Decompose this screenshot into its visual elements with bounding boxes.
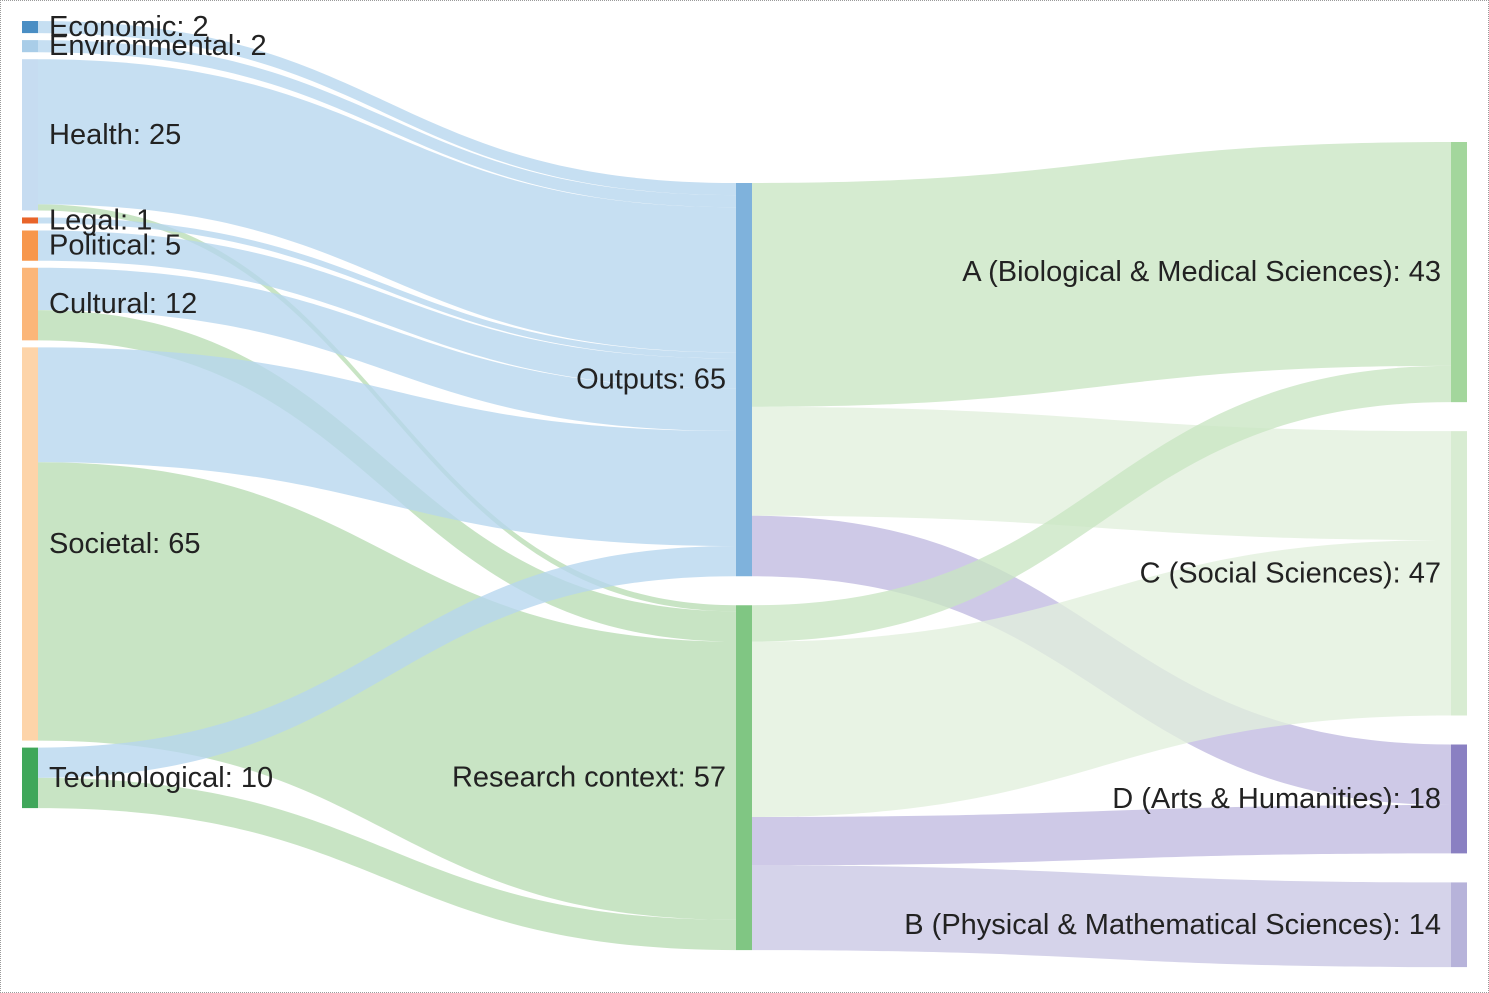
links-layer <box>38 21 1451 968</box>
link-research-to-C[interactable] <box>752 540 1451 817</box>
node-label-economic: Economic: 2 <box>49 11 209 43</box>
node-label-B: B (Physical & Mathematical Sciences): 14 <box>904 909 1441 941</box>
node-bar-cultural[interactable] <box>22 267 38 341</box>
node-label-A: A (Biological & Medical Sciences): 43 <box>962 256 1441 288</box>
node-bar-health[interactable] <box>22 59 38 211</box>
link-societal-to-research[interactable] <box>38 462 736 920</box>
node-label-political: Political: 5 <box>49 230 181 262</box>
link-outputs-to-A[interactable] <box>752 142 1451 407</box>
link-societal-to-outputs[interactable] <box>38 347 736 546</box>
node-label-environmental: Environmental: 2 <box>49 30 267 62</box>
node-bar-environmental[interactable] <box>22 40 38 53</box>
link-research-to-A[interactable] <box>752 365 1451 642</box>
node-label-health: Health: 25 <box>49 119 181 151</box>
node-label-cultural: Cultural: 12 <box>49 288 197 320</box>
node-bar-technological[interactable] <box>22 747 38 809</box>
node-bar-legal[interactable] <box>22 217 38 224</box>
link-economic-to-outputs[interactable] <box>38 21 736 196</box>
node-label-societal: Societal: 65 <box>49 528 201 560</box>
node-bar-C[interactable] <box>1451 431 1467 716</box>
link-technological-to-outputs[interactable] <box>38 546 736 778</box>
node-bar-societal[interactable] <box>22 347 38 741</box>
node-bar-political[interactable] <box>22 230 38 261</box>
link-political-to-outputs[interactable] <box>38 230 736 389</box>
node-bar-economic[interactable] <box>22 21 38 34</box>
node-bar-outputs[interactable] <box>736 183 752 577</box>
link-health-to-outputs[interactable] <box>38 59 736 353</box>
link-research-to-D[interactable] <box>752 805 1451 866</box>
node-label-D: D (Arts & Humanities): 18 <box>1112 783 1441 815</box>
node-bar-research[interactable] <box>736 605 752 951</box>
nodes-layer <box>22 21 1467 968</box>
node-bar-A[interactable] <box>1451 142 1467 403</box>
link-cultural-to-outputs[interactable] <box>38 267 736 432</box>
link-technological-to-research[interactable] <box>38 777 736 951</box>
node-label-technological: Technological: 10 <box>49 762 273 794</box>
node-label-legal: Legal: 1 <box>49 204 152 236</box>
node-bar-D[interactable] <box>1451 744 1467 854</box>
link-legal-to-outputs[interactable] <box>38 217 736 359</box>
node-label-C: C (Social Sciences): 47 <box>1140 557 1441 589</box>
node-label-research: Research context: 57 <box>452 762 726 794</box>
link-outputs-to-C[interactable] <box>752 406 1451 541</box>
link-research-to-B[interactable] <box>752 865 1451 968</box>
node-bar-B[interactable] <box>1451 882 1467 968</box>
link-environmental-to-outputs[interactable] <box>38 40 736 208</box>
node-label-outputs: Outputs: 65 <box>576 364 726 396</box>
